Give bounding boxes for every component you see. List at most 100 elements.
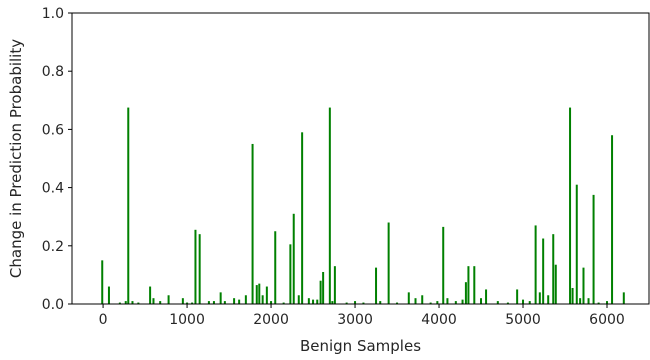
bar — [301, 132, 304, 304]
bar — [261, 295, 264, 304]
bar — [579, 298, 582, 304]
bar — [297, 295, 300, 304]
bar — [534, 225, 537, 304]
bar — [387, 222, 390, 304]
bar — [436, 301, 439, 304]
x-tick-label: 0 — [99, 312, 108, 328]
bar — [414, 298, 417, 304]
bar — [597, 302, 600, 304]
bar — [258, 283, 261, 304]
bar — [446, 298, 449, 304]
bar — [516, 289, 519, 304]
bar — [152, 298, 155, 304]
bar — [219, 292, 222, 304]
y-tick-label: 0.0 — [42, 297, 64, 313]
bar — [251, 143, 254, 304]
bar — [345, 302, 348, 304]
bar — [473, 266, 476, 304]
x-tick-label: 3000 — [337, 312, 373, 328]
bar — [127, 107, 130, 304]
bar — [124, 301, 127, 304]
bar — [582, 267, 585, 305]
bar — [198, 234, 201, 304]
bar — [223, 301, 226, 304]
y-tick-label: 0.8 — [42, 64, 64, 80]
bar — [571, 288, 574, 304]
bar — [238, 299, 241, 304]
x-axis-label: Benign Samples — [300, 337, 421, 355]
y-tick-label: 0.2 — [42, 239, 64, 255]
bar — [354, 301, 357, 304]
bar — [328, 107, 331, 304]
bar — [480, 298, 483, 304]
bar — [244, 295, 247, 304]
bar — [292, 213, 295, 304]
bar — [592, 194, 595, 305]
bar — [379, 301, 382, 304]
bar — [467, 266, 470, 304]
bar — [538, 292, 541, 304]
bar — [167, 295, 170, 304]
y-tick-label: 0.6 — [42, 122, 64, 138]
bar — [233, 298, 236, 304]
bar — [622, 292, 625, 304]
x-tick-label: 2000 — [253, 312, 289, 328]
bar — [461, 299, 464, 304]
bar — [547, 295, 550, 304]
bar — [506, 302, 509, 304]
bar-series — [101, 107, 625, 305]
bar — [212, 301, 215, 304]
bar — [331, 301, 334, 304]
bar — [191, 302, 194, 304]
bar — [522, 299, 525, 304]
bar — [289, 244, 292, 304]
bar — [322, 271, 325, 304]
bar — [362, 302, 365, 304]
y-axis-label: Change in Prediction Probability — [7, 39, 25, 278]
bar — [442, 226, 445, 304]
bar — [429, 302, 432, 304]
bar — [528, 301, 531, 304]
bar — [407, 292, 410, 304]
bar — [396, 302, 399, 304]
bar — [496, 301, 499, 304]
bar — [569, 107, 572, 304]
y-tick-label: 0.4 — [42, 181, 64, 197]
bar — [611, 135, 614, 304]
bar — [137, 302, 140, 304]
bar — [265, 286, 268, 304]
plot-frame — [71, 12, 650, 305]
x-tick-label: 5000 — [505, 312, 541, 328]
bar — [255, 285, 258, 304]
bar — [542, 238, 545, 304]
bar — [552, 234, 555, 304]
x-tick-label: 6000 — [589, 312, 625, 328]
bar — [149, 286, 152, 304]
bar — [554, 264, 557, 304]
bar — [316, 299, 319, 304]
bar — [131, 301, 134, 304]
bar — [312, 299, 315, 304]
bar — [333, 266, 336, 304]
bar — [274, 231, 277, 304]
bar — [270, 301, 273, 304]
x-axis-ticks: 0 1000 2000 3000 4000 5000 6000 — [99, 304, 625, 328]
bar — [282, 302, 285, 304]
bar — [194, 229, 197, 304]
bar — [587, 298, 590, 304]
y-tick-label: 1.0 — [42, 6, 64, 22]
bar — [307, 298, 310, 304]
bar — [421, 295, 424, 304]
bar — [464, 282, 467, 304]
bar — [606, 301, 609, 304]
x-tick-label: 1000 — [169, 312, 205, 328]
bar — [101, 260, 104, 304]
bar — [107, 286, 110, 304]
bar — [186, 302, 189, 304]
bar — [319, 280, 322, 304]
bar — [207, 301, 210, 304]
bar — [454, 301, 457, 304]
bar — [485, 289, 488, 304]
bar — [375, 267, 378, 305]
